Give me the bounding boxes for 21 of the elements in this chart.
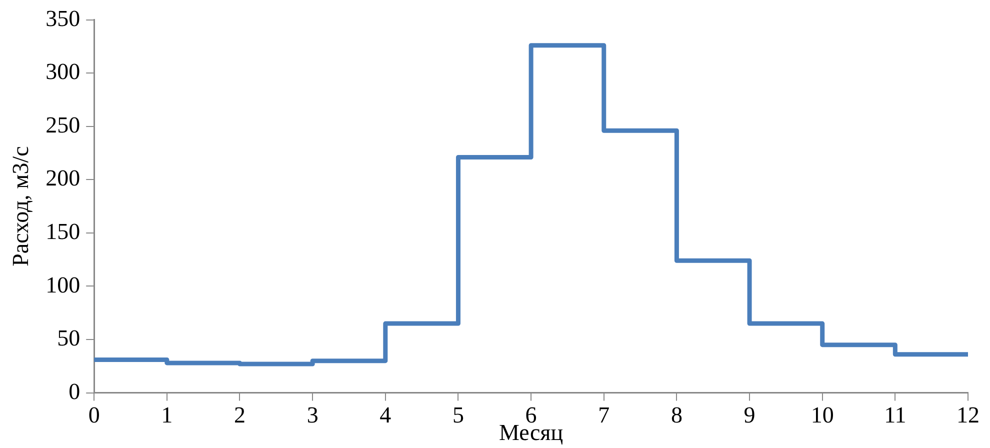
x-tick-label: 3: [306, 402, 318, 428]
y-tick-label: 300: [46, 59, 80, 84]
x-tick-label: 7: [598, 402, 610, 428]
x-tick-label: 5: [452, 402, 464, 428]
y-tick-label: 50: [57, 326, 80, 351]
y-tick-label: 100: [46, 272, 80, 298]
x-tick-label: 10: [810, 402, 834, 428]
x-tick-label: 12: [956, 402, 980, 428]
x-tick-label: 4: [380, 402, 392, 428]
x-tick-label: 2: [234, 402, 246, 428]
y-tick-label: 250: [46, 112, 80, 138]
y-tick-label: 350: [46, 6, 80, 31]
x-tick-label: 11: [884, 402, 906, 428]
x-tick-label: 0: [88, 402, 100, 428]
x-tick-label: 9: [744, 402, 756, 428]
x-tick-label: 1: [161, 402, 173, 428]
y-tick-label: 0: [68, 378, 80, 404]
y-axis-title: Расход, м3/с: [8, 146, 33, 266]
y-tick-label: 200: [46, 166, 80, 191]
x-tick-label: 8: [670, 402, 682, 428]
y-tick-label: 150: [46, 218, 80, 244]
